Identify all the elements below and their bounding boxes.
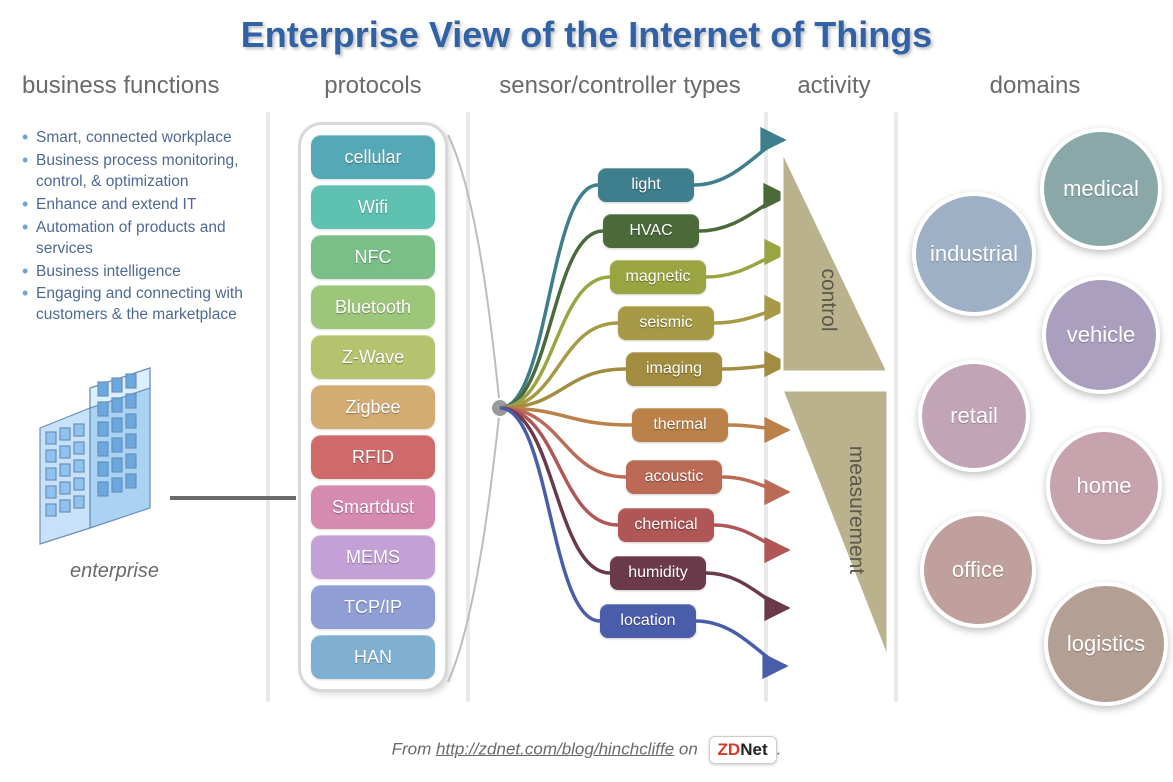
column-divider xyxy=(266,112,270,702)
footer-suffix: on xyxy=(679,739,703,758)
sensor-chemical: chemical xyxy=(618,508,714,542)
domain-medical: medical xyxy=(1040,128,1162,250)
sensor-seismic: seismic xyxy=(618,306,714,340)
sensor-light: light xyxy=(598,168,694,202)
column-divider xyxy=(764,112,768,702)
business-function-item: Business intelligence xyxy=(22,262,252,283)
column-divider xyxy=(894,112,898,702)
protocol-rfid: RFID xyxy=(311,435,435,479)
protocol-han: HAN xyxy=(311,635,435,679)
zdnet-zd: ZD xyxy=(718,740,741,759)
col-header-protocols: protocols xyxy=(298,72,448,100)
business-function-item: Enhance and extend IT xyxy=(22,195,252,216)
protocol-bluetooth: Bluetooth xyxy=(311,285,435,329)
zdnet-badge: ZDNet xyxy=(709,736,777,764)
footer-attribution: From http://zdnet.com/blog/hinchcliffe o… xyxy=(0,736,1173,764)
protocol-tcp-ip: TCP/IP xyxy=(311,585,435,629)
svg-text:measurement: measurement xyxy=(845,446,868,575)
col-header-sensors: sensor/controller types xyxy=(480,72,760,100)
sensor-location: location xyxy=(600,604,696,638)
business-function-item: Automation of products and services xyxy=(22,218,252,260)
protocol-zigbee: Zigbee xyxy=(311,385,435,429)
sensor-magnetic: magnetic xyxy=(610,260,706,294)
enterprise-building-icon xyxy=(30,348,190,548)
domain-retail: retail xyxy=(918,360,1030,472)
domain-industrial: industrial xyxy=(912,192,1036,316)
protocols-container: cellular Wifi NFC Bluetooth Z-Wave Zigbee RFID… xyxy=(298,122,448,692)
col-header-business: business functions xyxy=(22,72,252,100)
activity-control-triangle xyxy=(782,150,888,372)
sensor-imaging: imaging xyxy=(626,352,722,386)
col-header-activity: activity xyxy=(774,72,894,100)
col-header-domains: domains xyxy=(920,72,1150,100)
enterprise-caption: enterprise xyxy=(70,560,159,583)
domain-home: home xyxy=(1046,428,1162,544)
sensor-HVAC: HVAC xyxy=(603,214,699,248)
protocol-wifi: Wifi xyxy=(311,185,435,229)
domain-vehicle: vehicle xyxy=(1042,276,1160,394)
domain-logistics: logistics xyxy=(1044,582,1168,706)
sensor-acoustic: acoustic xyxy=(626,460,722,494)
domain-office: office xyxy=(920,512,1036,628)
footer-link[interactable]: http://zdnet.com/blog/hinchcliffe xyxy=(436,739,674,758)
page-title: Enterprise View of the Internet of Thing… xyxy=(0,14,1173,56)
protocol-z-wave: Z-Wave xyxy=(311,335,435,379)
business-function-list: Smart, connected workplaceBusiness proce… xyxy=(22,128,252,328)
protocol-nfc: NFC xyxy=(311,235,435,279)
footer-dot: . xyxy=(777,739,782,758)
sensor-humidity: humidity xyxy=(610,556,706,590)
protocol-cellular: cellular xyxy=(311,135,435,179)
footer-prefix: From xyxy=(392,739,436,758)
sensor-thermal: thermal xyxy=(632,408,728,442)
activity-measurement-triangle xyxy=(782,390,888,660)
business-function-item: Business process monitoring, control, & … xyxy=(22,151,252,193)
protocol-mems: MEMS xyxy=(311,535,435,579)
business-function-item: Engaging and connecting with customers &… xyxy=(22,284,252,326)
svg-text:control: control xyxy=(817,268,840,331)
business-function-item: Smart, connected workplace xyxy=(22,128,252,149)
column-divider xyxy=(466,112,470,702)
protocol-smartdust: Smartdust xyxy=(311,485,435,529)
zdnet-net: Net xyxy=(740,740,767,759)
